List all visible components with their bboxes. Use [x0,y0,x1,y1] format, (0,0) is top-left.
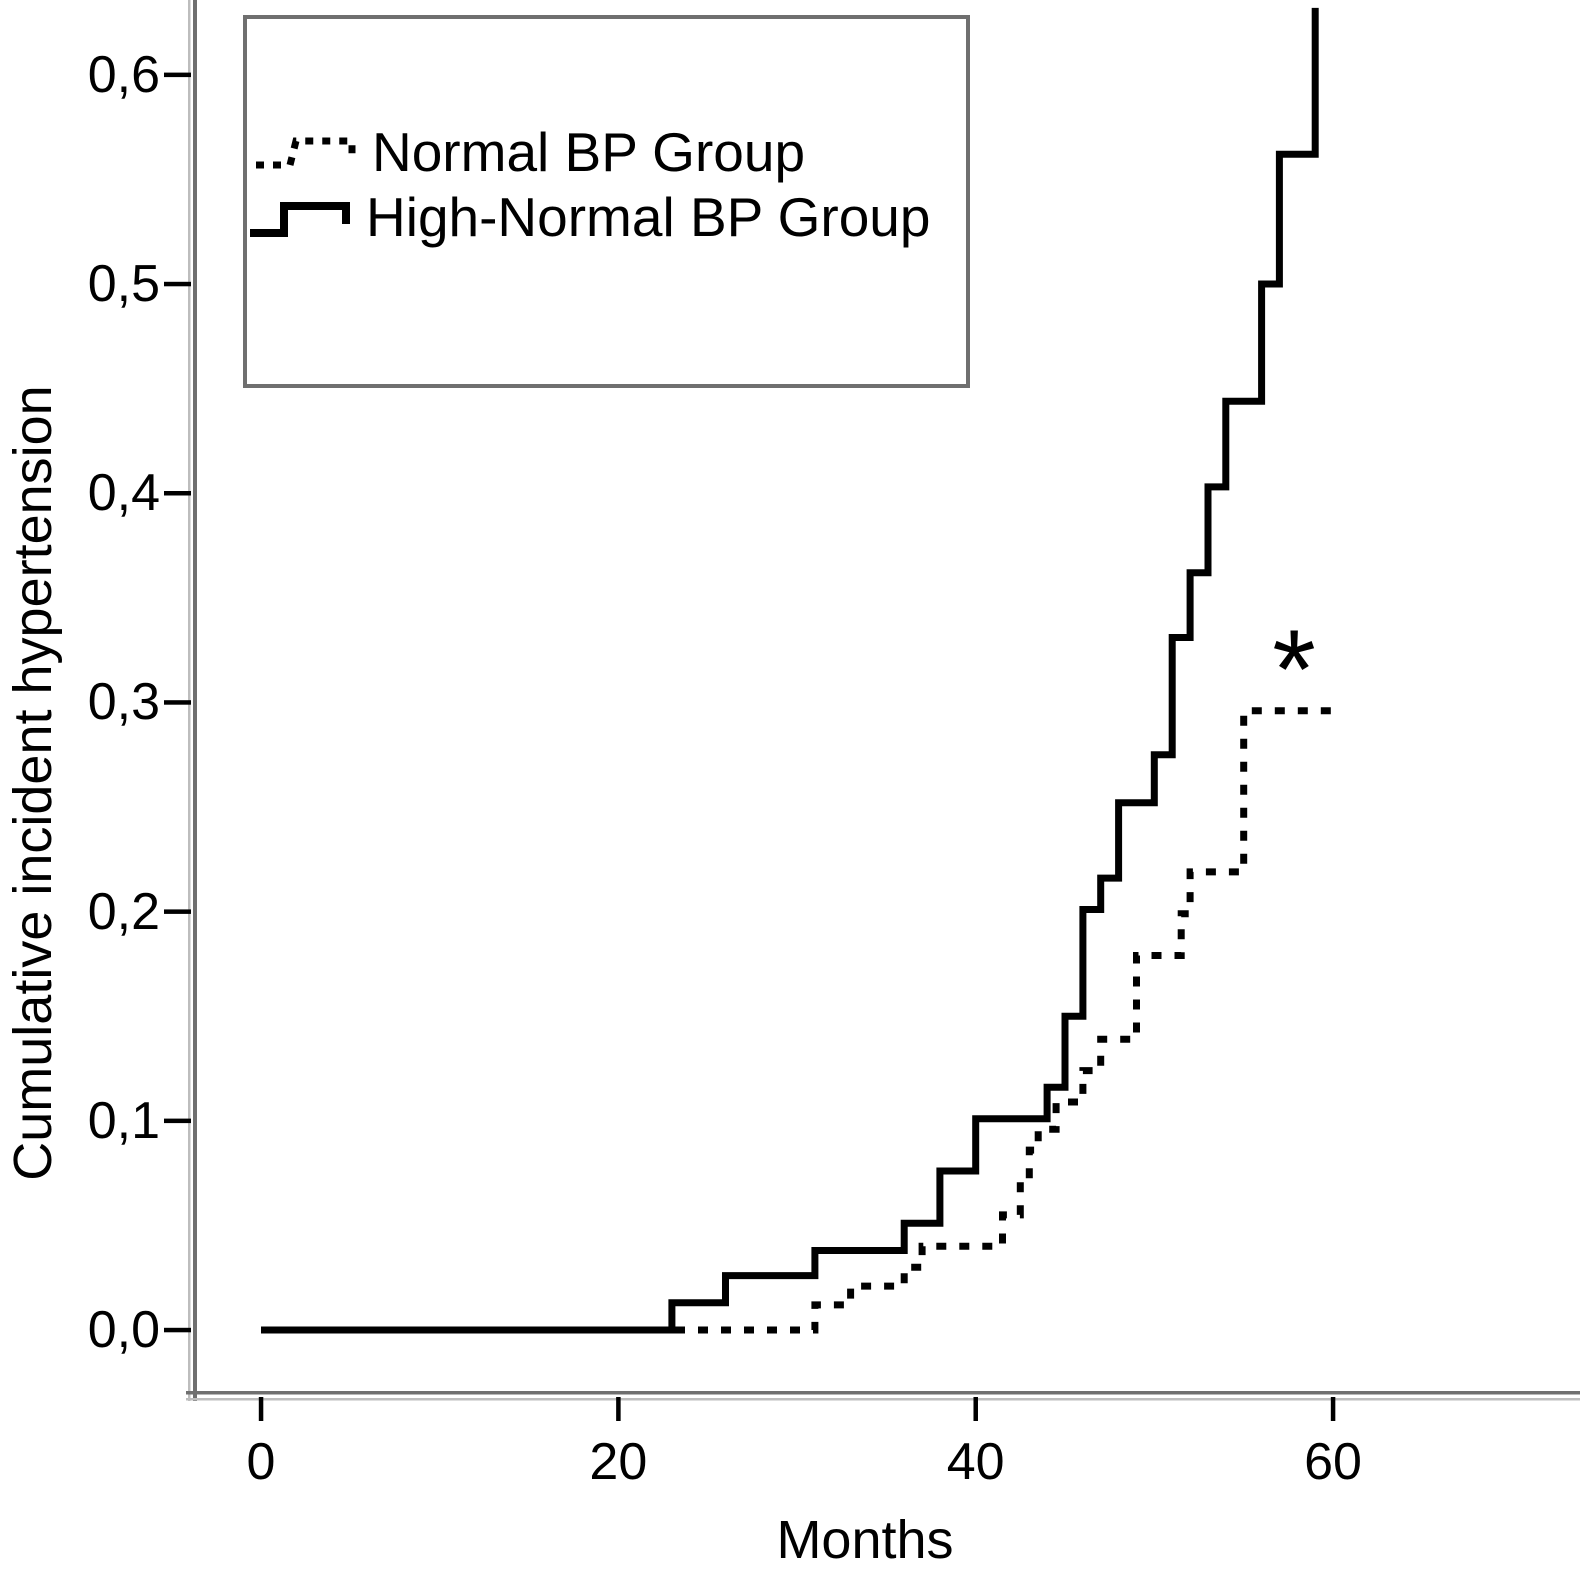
legend-label-high-normal-bp: High-Normal BP Group [366,186,931,248]
y-tick [164,1118,191,1124]
x-axis-line [186,1391,1580,1395]
y-tick-label: 0,1 [87,1091,160,1150]
x-tick [1330,1397,1336,1421]
y-tick [164,491,191,496]
y-tick [164,72,191,78]
y-tick [164,700,191,705]
y-tick-label: 0,5 [87,255,160,313]
x-tick-label: 0 [246,1433,276,1491]
solid-line-sample [250,202,350,237]
legend-box [243,15,970,388]
y-tick-label: 0,3 [87,673,160,732]
y-tick-label: 0,4 [87,464,160,523]
legend-label-normal-bp: Normal BP Group [372,121,806,183]
dotted-line-sample [256,137,356,169]
y-tick [164,909,191,914]
y-tick [164,1327,191,1333]
y-tick-label: 0,6 [87,45,160,104]
curve-normal-bp-group [261,707,1342,1334]
curve-high-normal-bp-group [261,7,1319,1334]
x-axis-title: Months [776,1510,954,1570]
x-tick [616,1397,621,1421]
x-axis-line-light [186,1398,1580,1401]
x-tick-label: 20 [589,1433,648,1491]
x-tick-label: 40 [946,1433,1005,1491]
significance-asterisk: * [1272,607,1316,732]
x-tick [973,1397,978,1421]
y-tick-label: 0,0 [87,1301,160,1359]
x-tick-label: 60 [1304,1433,1362,1491]
y-axis-line [193,0,197,1401]
y-tick [164,281,191,287]
x-tick [258,1397,264,1421]
y-tick-label: 0,2 [87,882,160,941]
